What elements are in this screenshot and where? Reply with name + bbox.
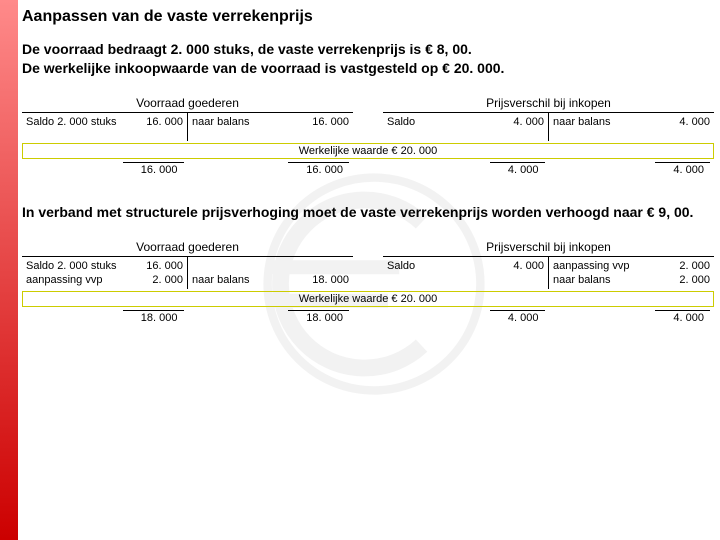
ledger-label: Saldo 2. 000 stuks xyxy=(26,116,117,128)
taccount-group-2: Voorraad goederen Saldo 2. 000 stuks 16. … xyxy=(22,240,714,325)
t2-rfoot-d: 4. 000 xyxy=(490,310,545,324)
ledger-label: Saldo xyxy=(387,260,415,272)
ledger-row: Saldo 2. 000 stuks 16. 000 xyxy=(26,116,183,128)
ledger-label: Saldo xyxy=(387,116,415,128)
ledger-label: Saldo 2. 000 stuks xyxy=(26,260,117,272)
ledger-row: aanpassing vvp 2. 000 xyxy=(553,260,710,272)
t2-left-account: Voorraad goederen Saldo 2. 000 stuks 16. … xyxy=(22,240,353,289)
mid-text: In verband met structurele prijsverhogin… xyxy=(22,203,714,222)
sidebar-gradient xyxy=(0,0,18,540)
ledger-value: 4. 000 xyxy=(507,260,544,272)
ledger-row: Saldo 4. 000 xyxy=(387,116,544,128)
ledger-value: 2. 000 xyxy=(673,260,710,272)
ledger-row: naar balans 18. 000 xyxy=(192,274,349,286)
ledger-row: naar balans 2. 000 xyxy=(553,274,710,286)
intro-line1: De voorraad bedraagt 2. 000 stuks, de va… xyxy=(22,40,714,59)
t1-rfoot-d: 4. 000 xyxy=(490,162,545,176)
t1-lfoot-d: 16. 000 xyxy=(123,162,184,176)
t1-left-account: Voorraad goederen Saldo 2. 000 stuks 16. … xyxy=(22,96,353,141)
ledger-label: naar balans xyxy=(553,116,611,128)
ledger-value: 4. 000 xyxy=(507,116,544,128)
ledger-value: 16. 000 xyxy=(140,116,183,128)
t2-right-head: Prijsverschil bij inkopen xyxy=(383,240,714,257)
t2-lfoot-d: 18. 000 xyxy=(123,310,184,324)
t1-left-head: Voorraad goederen xyxy=(22,96,353,113)
ledger-row: naar balans 4. 000 xyxy=(553,116,710,128)
ledger-value: 2. 000 xyxy=(146,274,183,286)
t1-right-account: Prijsverschil bij inkopen Saldo 4. 000 na… xyxy=(383,96,714,141)
t2-left-head: Voorraad goederen xyxy=(22,240,353,257)
ledger-value: 4. 000 xyxy=(673,116,710,128)
t2-note: Werkelijke waarde € 20. 000 xyxy=(22,291,714,307)
ledger-label: naar balans xyxy=(192,116,250,128)
ledger-value: 2. 000 xyxy=(673,274,710,286)
t2-right-account: Prijsverschil bij inkopen Saldo 4. 000 aa… xyxy=(383,240,714,289)
main-content: Aanpassen van de vaste verrekenprijs De … xyxy=(22,8,714,351)
ledger-label: aanpassing vvp xyxy=(553,260,629,272)
page-title: Aanpassen van de vaste verrekenprijs xyxy=(22,8,714,26)
t1-right-head: Prijsverschil bij inkopen xyxy=(383,96,714,113)
ledger-label: naar balans xyxy=(553,274,611,286)
ledger-row: naar balans 16. 000 xyxy=(192,116,349,128)
intro-line2: De werkelijke inkoopwaarde van de voorra… xyxy=(22,59,714,78)
intro-text: De voorraad bedraagt 2. 000 stuks, de va… xyxy=(22,40,714,78)
ledger-value: 16. 000 xyxy=(140,260,183,272)
ledger-row: aanpassing vvp 2. 000 xyxy=(26,274,183,286)
ledger-value: 18. 000 xyxy=(306,274,349,286)
t2-lfoot-c: 18. 000 xyxy=(288,310,349,324)
t1-rfoot-c: 4. 000 xyxy=(655,162,710,176)
t1-note: Werkelijke waarde € 20. 000 xyxy=(22,143,714,159)
ledger-label: aanpassing vvp xyxy=(26,274,102,286)
ledger-row: Saldo 4. 000 xyxy=(387,260,544,272)
t1-lfoot-c: 16. 000 xyxy=(288,162,349,176)
ledger-row: Saldo 2. 000 stuks 16. 000 xyxy=(26,260,183,272)
taccount-group-1: Voorraad goederen Saldo 2. 000 stuks 16. … xyxy=(22,96,714,177)
ledger-label: naar balans xyxy=(192,274,250,286)
ledger-value: 16. 000 xyxy=(306,116,349,128)
t2-rfoot-c: 4. 000 xyxy=(655,310,710,324)
